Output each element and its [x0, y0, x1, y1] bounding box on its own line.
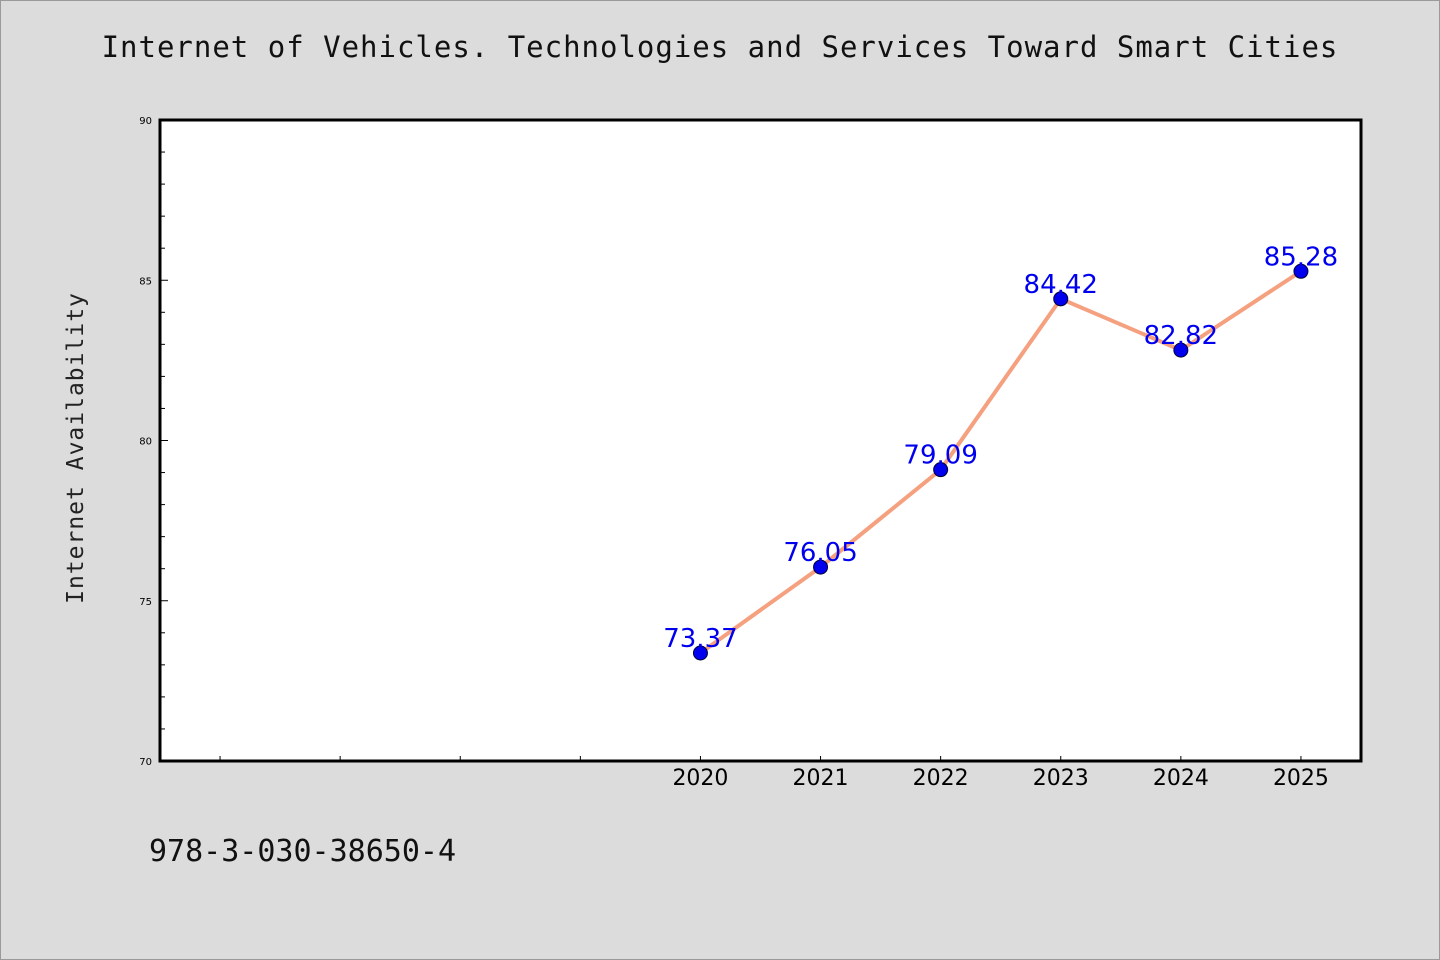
chart-title: Internet of Vehicles. Technologies and S… — [101, 30, 1339, 64]
data-label: 73.37 — [663, 624, 737, 654]
data-labels: 73.37 76.05 79.09 84.42 82.82 85.28 — [663, 242, 1338, 654]
x-tick-label: 2022 — [913, 766, 969, 791]
series-layer — [692, 263, 1309, 661]
y-tick-label: 85 — [139, 276, 152, 287]
data-label: 85.28 — [1264, 242, 1338, 272]
data-point — [692, 645, 708, 661]
plot-area — [158, 118, 1363, 763]
series-line — [699, 269, 1303, 655]
y-tick-label: 70 — [139, 757, 152, 768]
data-point — [933, 462, 949, 478]
data-label: 82.82 — [1144, 321, 1218, 351]
data-point — [1293, 263, 1309, 279]
y-tick-label: 90 — [139, 116, 152, 127]
x-tick-label: 2021 — [793, 766, 849, 791]
data-label: 84.42 — [1024, 270, 1098, 300]
data-point — [813, 559, 829, 575]
data-point — [1173, 342, 1189, 358]
isbn-footnote: 978-3-030-38650-4 — [149, 834, 457, 869]
x-tick-label: 2024 — [1153, 766, 1209, 791]
data-point — [1053, 291, 1069, 307]
y-tick-label: 75 — [139, 597, 152, 608]
x-tick-label: 2020 — [672, 766, 728, 791]
data-label: 76.05 — [783, 538, 857, 568]
x-tick-label: 2025 — [1273, 766, 1329, 791]
axis-ticks: 70 75 80 85 90 2020 2021 2022 2023 2024 2025 — [139, 116, 1329, 791]
y-tick-label: 80 — [139, 437, 152, 448]
data-label: 79.09 — [903, 441, 977, 471]
x-tick-label: 2023 — [1033, 766, 1089, 791]
